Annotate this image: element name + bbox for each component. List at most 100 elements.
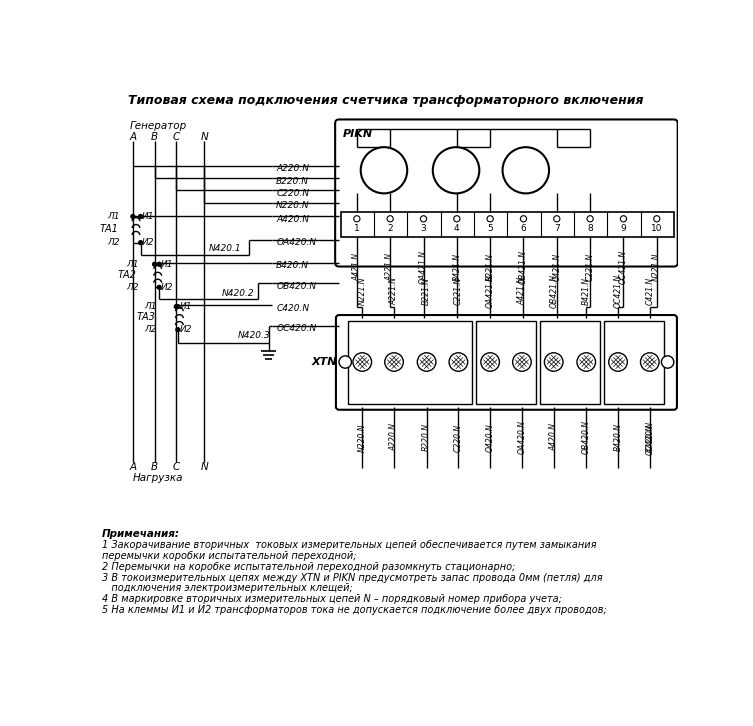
Circle shape bbox=[587, 216, 593, 222]
Bar bbox=[540, 321, 600, 404]
Text: B220.N: B220.N bbox=[276, 176, 309, 186]
Circle shape bbox=[502, 147, 549, 193]
Circle shape bbox=[487, 216, 493, 222]
Circle shape bbox=[620, 216, 626, 222]
Text: B420.N: B420.N bbox=[614, 423, 623, 452]
Circle shape bbox=[553, 216, 560, 222]
Text: И2: И2 bbox=[179, 325, 192, 334]
Text: B220.N: B220.N bbox=[422, 423, 431, 452]
Circle shape bbox=[577, 353, 596, 371]
Text: 4 В маркировке вторичных измерительных цепей N – порядковый номер прибора учета;: 4 В маркировке вторичных измерительных ц… bbox=[102, 594, 562, 604]
Circle shape bbox=[449, 353, 468, 371]
Text: OC421.N: OC421.N bbox=[619, 250, 628, 284]
Text: Генератор: Генератор bbox=[130, 121, 187, 131]
Circle shape bbox=[354, 216, 360, 222]
Text: OC420.N: OC420.N bbox=[276, 325, 316, 333]
Text: Л2: Л2 bbox=[145, 325, 157, 334]
Text: C221.N: C221.N bbox=[586, 253, 595, 280]
Text: B420.N: B420.N bbox=[276, 261, 309, 270]
Text: N221.N: N221.N bbox=[358, 277, 367, 306]
Text: A220.N: A220.N bbox=[276, 164, 309, 174]
Text: 4: 4 bbox=[454, 224, 459, 232]
Circle shape bbox=[608, 353, 627, 371]
Text: 6: 6 bbox=[520, 224, 526, 232]
Circle shape bbox=[131, 215, 135, 219]
Text: И2: И2 bbox=[161, 283, 173, 292]
Text: O420.N: O420.N bbox=[486, 423, 495, 452]
Text: И1: И1 bbox=[161, 260, 173, 269]
Text: A220.N: A220.N bbox=[389, 423, 398, 452]
Text: B221.N: B221.N bbox=[486, 253, 495, 280]
Text: 9: 9 bbox=[620, 224, 626, 232]
Bar bbox=[604, 321, 663, 404]
Circle shape bbox=[420, 216, 427, 222]
Text: Типовая схема подключения счетчика трансформаторного включения: Типовая схема подключения счетчика транс… bbox=[128, 94, 643, 107]
Text: OB421.N: OB421.N bbox=[549, 274, 558, 308]
Text: N: N bbox=[200, 462, 208, 473]
Text: ТА2: ТА2 bbox=[118, 270, 137, 280]
Text: XTN: XTN bbox=[312, 357, 337, 367]
Circle shape bbox=[175, 305, 178, 309]
Text: Нагрузка: Нагрузка bbox=[133, 473, 184, 483]
Text: A421.N: A421.N bbox=[352, 253, 361, 280]
Text: перемычки коробки испытательной переходной;: перемычки коробки испытательной переходн… bbox=[102, 551, 356, 561]
Text: ТА1: ТА1 bbox=[99, 224, 118, 234]
Text: Л2: Л2 bbox=[107, 238, 120, 247]
Text: N220.N: N220.N bbox=[358, 423, 367, 452]
Text: C421.N: C421.N bbox=[552, 253, 561, 280]
Text: ТА3: ТА3 bbox=[136, 312, 155, 322]
Text: A: A bbox=[130, 132, 136, 142]
Circle shape bbox=[385, 353, 404, 371]
Text: Л1: Л1 bbox=[107, 212, 120, 221]
Text: A221.N: A221.N bbox=[386, 253, 395, 280]
Text: 2 Перемычки на коробке испытательной переходной разомкнуть стационарно;: 2 Перемычки на коробке испытательной пер… bbox=[102, 562, 515, 572]
Text: B421.N: B421.N bbox=[582, 277, 591, 305]
Text: OB420.N: OB420.N bbox=[582, 420, 591, 454]
Bar bbox=[340, 212, 674, 237]
Text: OA420.N: OA420.N bbox=[517, 420, 526, 454]
Circle shape bbox=[387, 216, 393, 222]
Text: Л1: Л1 bbox=[145, 302, 157, 311]
Text: N: N bbox=[200, 132, 208, 142]
Text: OB420.N: OB420.N bbox=[276, 282, 316, 291]
Text: C: C bbox=[172, 462, 180, 473]
Circle shape bbox=[139, 241, 142, 245]
Text: C220.N: C220.N bbox=[276, 189, 309, 198]
Text: Л1: Л1 bbox=[126, 260, 139, 269]
Text: OA421.N: OA421.N bbox=[419, 250, 428, 284]
Text: 1: 1 bbox=[354, 224, 360, 232]
Circle shape bbox=[339, 356, 352, 368]
Text: 3: 3 bbox=[421, 224, 426, 232]
Text: B: B bbox=[151, 132, 158, 142]
Bar bbox=[349, 321, 472, 404]
Text: N420.2: N420.2 bbox=[222, 289, 255, 298]
Text: 8: 8 bbox=[587, 224, 593, 232]
Text: N420.3: N420.3 bbox=[237, 331, 270, 340]
Circle shape bbox=[176, 305, 180, 309]
Text: B421.N: B421.N bbox=[453, 253, 462, 280]
Text: подключения электроизмерительных клещей;: подключения электроизмерительных клещей; bbox=[102, 584, 352, 593]
Circle shape bbox=[157, 262, 161, 266]
Circle shape bbox=[661, 356, 674, 368]
Circle shape bbox=[417, 353, 436, 371]
Circle shape bbox=[641, 353, 659, 371]
Text: 2: 2 bbox=[387, 224, 393, 232]
Text: N420.1: N420.1 bbox=[209, 245, 242, 253]
Text: N220.N: N220.N bbox=[276, 201, 310, 211]
Text: Л2: Л2 bbox=[126, 283, 139, 292]
Circle shape bbox=[520, 216, 526, 222]
Circle shape bbox=[153, 262, 157, 266]
Circle shape bbox=[544, 353, 563, 371]
Circle shape bbox=[481, 353, 499, 371]
Circle shape bbox=[654, 216, 660, 222]
Text: 10: 10 bbox=[651, 224, 663, 232]
Text: 7: 7 bbox=[554, 224, 559, 232]
Text: 5: 5 bbox=[487, 224, 493, 232]
Text: B: B bbox=[151, 462, 158, 473]
Circle shape bbox=[433, 147, 480, 193]
Circle shape bbox=[139, 215, 142, 219]
Text: PIKN: PIKN bbox=[343, 129, 373, 139]
Text: C221.N: C221.N bbox=[454, 277, 463, 305]
Text: A421.N: A421.N bbox=[517, 277, 526, 305]
Text: И1: И1 bbox=[142, 212, 154, 221]
